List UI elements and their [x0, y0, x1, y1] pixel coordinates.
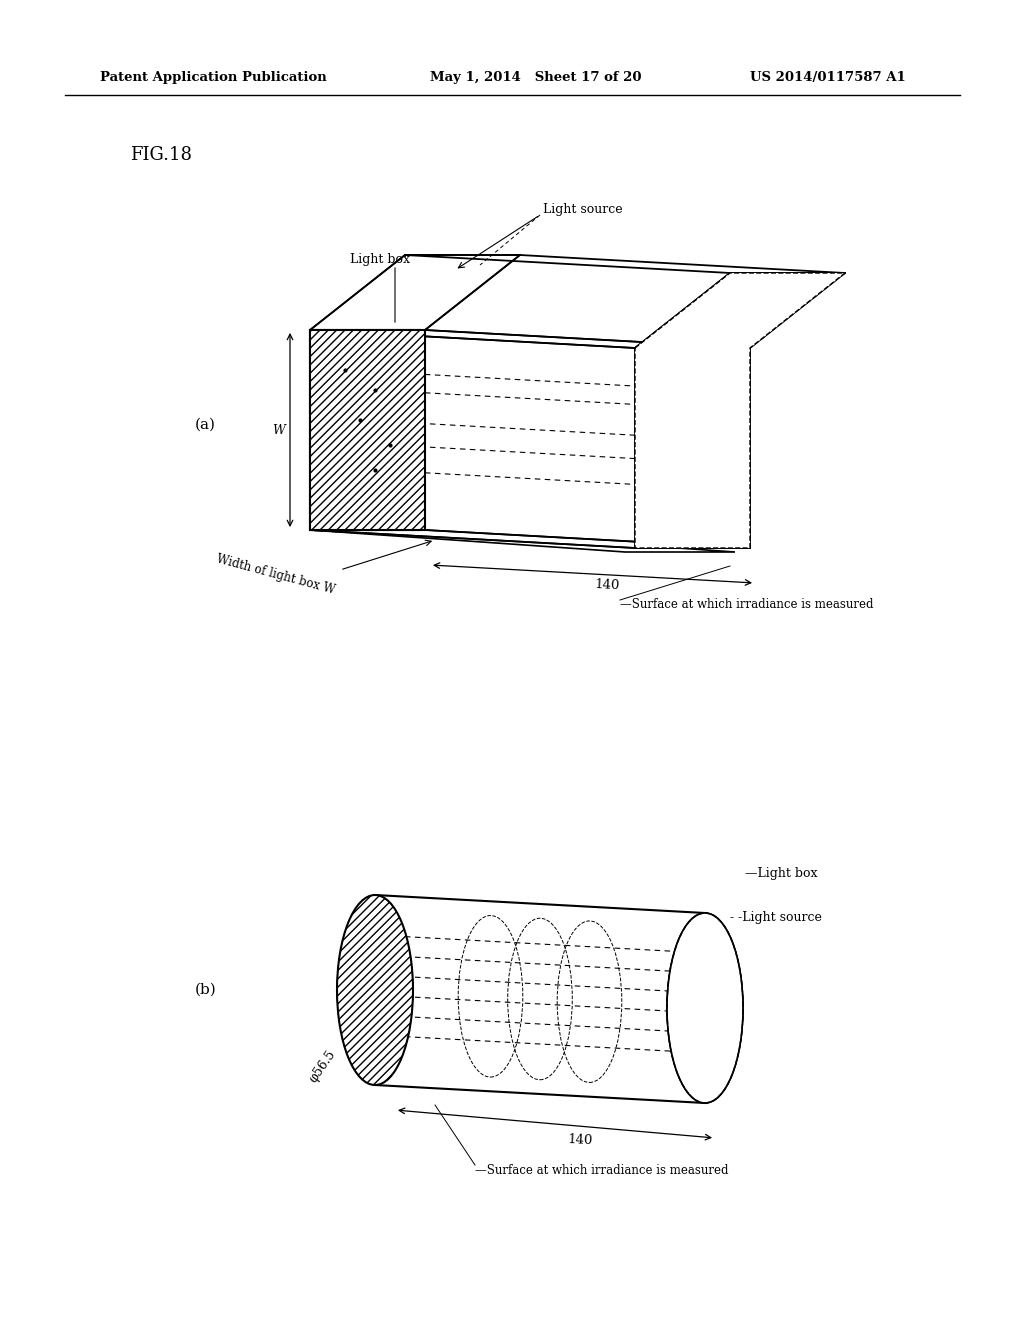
- Polygon shape: [310, 255, 845, 348]
- Text: —Surface at which irradiance is measured: —Surface at which irradiance is measured: [620, 598, 873, 611]
- Polygon shape: [310, 531, 750, 548]
- Text: Patent Application Publication: Patent Application Publication: [100, 71, 327, 84]
- Text: FIG.18: FIG.18: [130, 147, 193, 164]
- Text: - -Light source: - -Light source: [730, 912, 822, 924]
- Text: 140: 140: [567, 1133, 593, 1147]
- Text: Light source: Light source: [543, 203, 623, 216]
- Text: Width of light box W: Width of light box W: [215, 553, 337, 597]
- Text: W: W: [272, 424, 285, 437]
- Text: —Light box: —Light box: [745, 866, 817, 879]
- Text: US 2014/0117587 A1: US 2014/0117587 A1: [750, 71, 906, 84]
- Text: —Surface at which irradiance is measured: —Surface at which irradiance is measured: [475, 1163, 728, 1176]
- Polygon shape: [310, 330, 425, 531]
- Polygon shape: [310, 330, 420, 531]
- Text: 140: 140: [594, 578, 620, 593]
- Text: (a): (a): [195, 418, 216, 432]
- Polygon shape: [310, 531, 735, 552]
- Text: (b): (b): [195, 983, 217, 997]
- Text: φ56.5: φ56.5: [307, 1048, 338, 1085]
- Ellipse shape: [337, 895, 413, 1085]
- Polygon shape: [635, 273, 845, 548]
- Text: May 1, 2014   Sheet 17 of 20: May 1, 2014 Sheet 17 of 20: [430, 71, 641, 84]
- Ellipse shape: [667, 913, 743, 1104]
- Ellipse shape: [667, 913, 743, 1104]
- Text: Light box: Light box: [350, 253, 410, 267]
